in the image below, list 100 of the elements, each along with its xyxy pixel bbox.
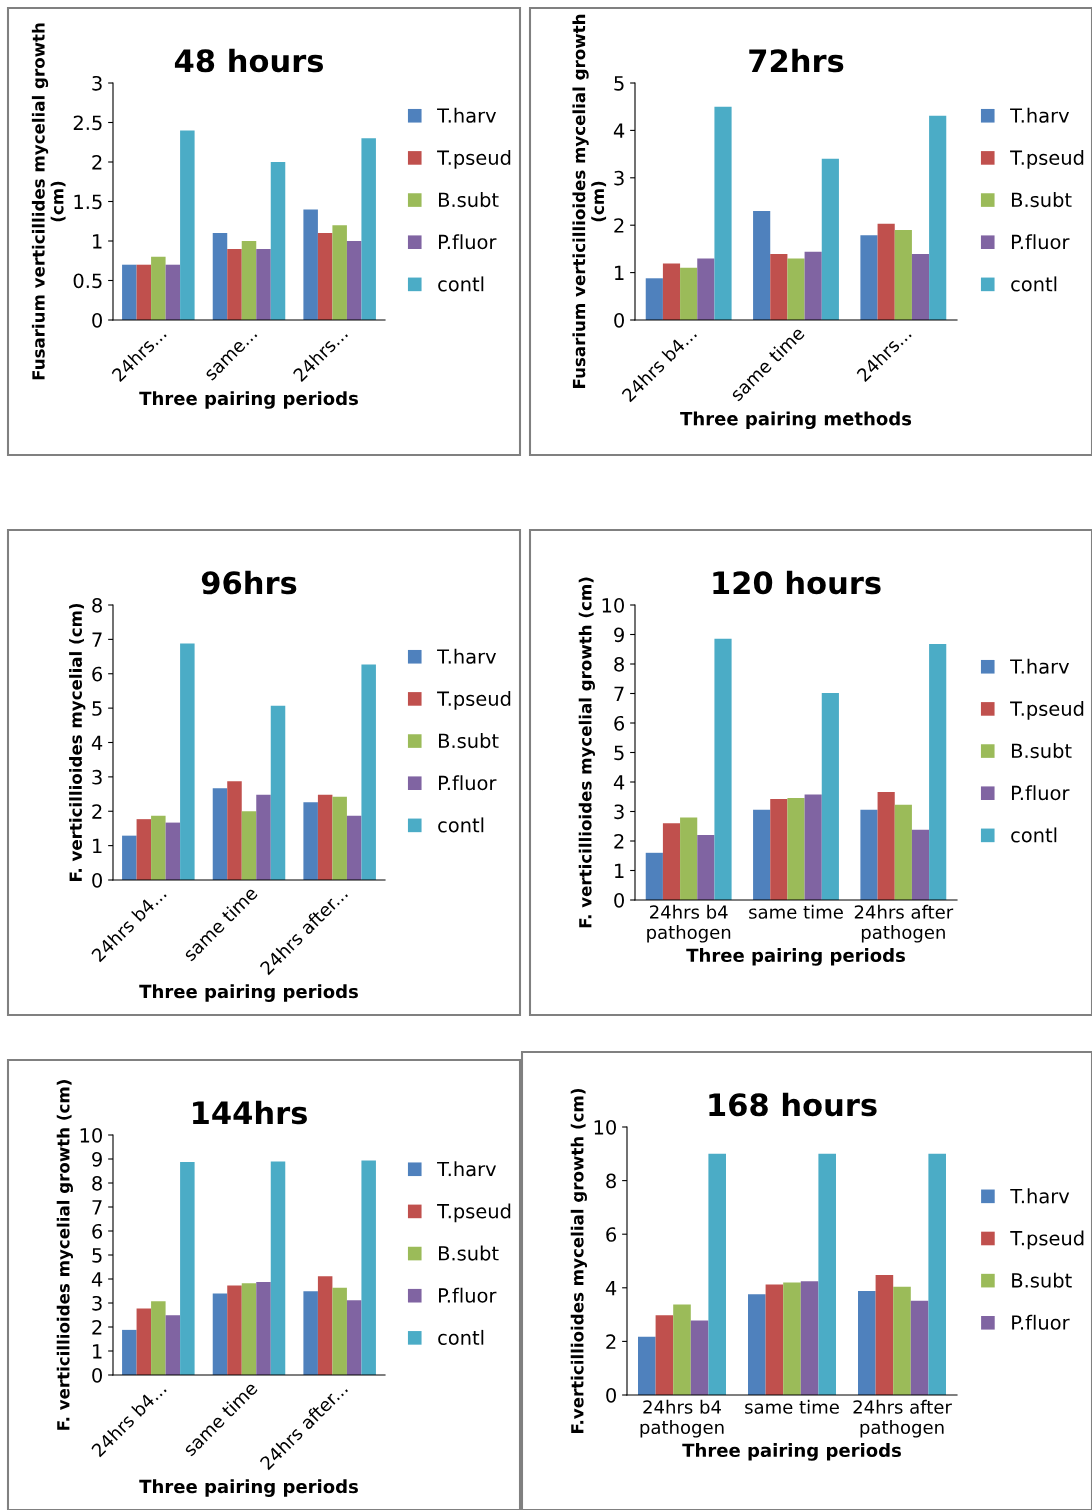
legend-label: P.fluor [439, 1287, 497, 1303]
legend-label: P.fluor [439, 234, 497, 250]
legend-label: P.fluor [1012, 234, 1070, 250]
bar [662, 823, 681, 900]
bar [241, 241, 257, 320]
y-tick-label: 3 [614, 804, 624, 820]
bar [151, 1301, 166, 1375]
x-tick-label: 24hrs b4 pathogen [647, 904, 731, 943]
bar [361, 138, 376, 320]
x-tick-label: same time [745, 1399, 839, 1414]
bar [122, 835, 137, 880]
bar [136, 264, 152, 320]
bar [270, 1161, 286, 1375]
bar [227, 248, 242, 320]
bar [317, 233, 333, 320]
bar [645, 278, 663, 320]
y-tick-label: 1 [615, 863, 624, 878]
y-tick-label: 0 [92, 872, 102, 888]
y-axis-title: Fusarium verticillides mycelial growth (cm) [31, 23, 66, 380]
bar [346, 1300, 362, 1375]
y-tick-label: 6 [606, 1227, 617, 1242]
x-axis-title: Three pairing periods [139, 391, 358, 409]
bar [928, 1153, 946, 1395]
bar [361, 664, 376, 880]
bar [818, 1153, 836, 1395]
bar [180, 1162, 195, 1375]
y-tick-label: 7 [92, 1200, 102, 1215]
y-tick-label: 4 [91, 735, 103, 750]
legend-label: T.pseud [1010, 149, 1084, 169]
x-tick-label: 24hrs b4 pathogen [640, 1399, 724, 1438]
bar [770, 254, 788, 320]
legend-label: B.subt [439, 733, 499, 749]
bar [332, 1287, 347, 1375]
y-tick-label: 10 [80, 1127, 102, 1143]
bar [122, 264, 137, 320]
bar [332, 796, 347, 880]
bar [136, 1308, 152, 1375]
y-tick-label: 2 [92, 1319, 102, 1335]
y-tick-label: 2.5 [73, 115, 102, 131]
bar [180, 643, 195, 880]
bar [753, 210, 771, 320]
bar [673, 1304, 691, 1395]
legend-label: T.harv [437, 107, 497, 123]
legend-label: contl [1011, 827, 1057, 843]
bar [256, 1282, 271, 1375]
y-tick-label: 4 [91, 1272, 103, 1287]
legend-label: B.subt [1012, 1272, 1072, 1288]
y-tick-label: 1 [93, 1344, 102, 1359]
y-tick-label: 3 [92, 769, 102, 785]
y-tick-label: 2 [614, 833, 624, 849]
x-tick-label: 24hrs after pathogen [854, 904, 954, 943]
bar [303, 1291, 318, 1375]
legend-label: B.subt [439, 192, 499, 208]
y-tick-label: 8 [606, 1173, 616, 1189]
bar [697, 835, 715, 900]
chart-title: 168 hours [709, 1092, 877, 1117]
y-tick-label: 3 [92, 1295, 102, 1311]
legend-label: contl [438, 1329, 484, 1345]
bar [165, 822, 181, 880]
y-tick-label: 10 [594, 1119, 616, 1135]
bar [165, 1315, 181, 1375]
y-tick-label: 2 [92, 804, 102, 819]
bar [821, 692, 839, 900]
bar [929, 115, 947, 320]
y-tick-label: 8 [92, 597, 102, 613]
y-axis-title: F. verticillioides mycelial (cm) [69, 603, 86, 881]
bar [655, 1315, 674, 1395]
y-tick-label: 1 [93, 234, 102, 249]
y-axis-title: F. verticillioides mycelial growth (cm) [56, 1080, 73, 1430]
legend-label: T.pseud [437, 690, 511, 710]
y-tick-label: 6 [92, 1223, 103, 1239]
y-tick-label: 10 [602, 597, 624, 613]
y-tick-label: 5 [614, 76, 624, 91]
y-axis-title: F.verticillioides mycelial growth (cm) [570, 1088, 587, 1433]
y-tick-label: 5 [92, 1248, 102, 1263]
y-tick-label: 4 [613, 775, 625, 790]
bar [346, 815, 362, 880]
chart-title: 48 hours [174, 48, 324, 73]
chart-title: 120 hours [713, 570, 881, 595]
bar [361, 1160, 376, 1375]
legend-label: P.fluor [1012, 1314, 1070, 1330]
y-tick-label: 8 [614, 656, 624, 672]
legend-label: T.harv [1010, 107, 1070, 123]
legend-label: T.harv [1010, 1188, 1070, 1204]
bar [821, 158, 839, 320]
bar [638, 1336, 656, 1395]
legend-label: contl [1011, 276, 1057, 292]
chart-title: 144hrs [193, 1100, 307, 1125]
bar [877, 792, 895, 900]
y-tick-label: 0 [606, 1387, 616, 1403]
y-tick-label: 6 [92, 666, 103, 682]
y-tick-label: 1 [93, 838, 102, 854]
bar [911, 829, 930, 900]
y-tick-label: 0 [92, 1367, 102, 1383]
x-axis-title: Three pairing periods [139, 1479, 358, 1497]
legend-label: T.harv [1010, 658, 1070, 674]
legend-label: T.pseud [437, 1203, 511, 1223]
y-tick-label: 8 [92, 1175, 102, 1191]
bar [212, 1293, 228, 1375]
bar [858, 1291, 876, 1395]
